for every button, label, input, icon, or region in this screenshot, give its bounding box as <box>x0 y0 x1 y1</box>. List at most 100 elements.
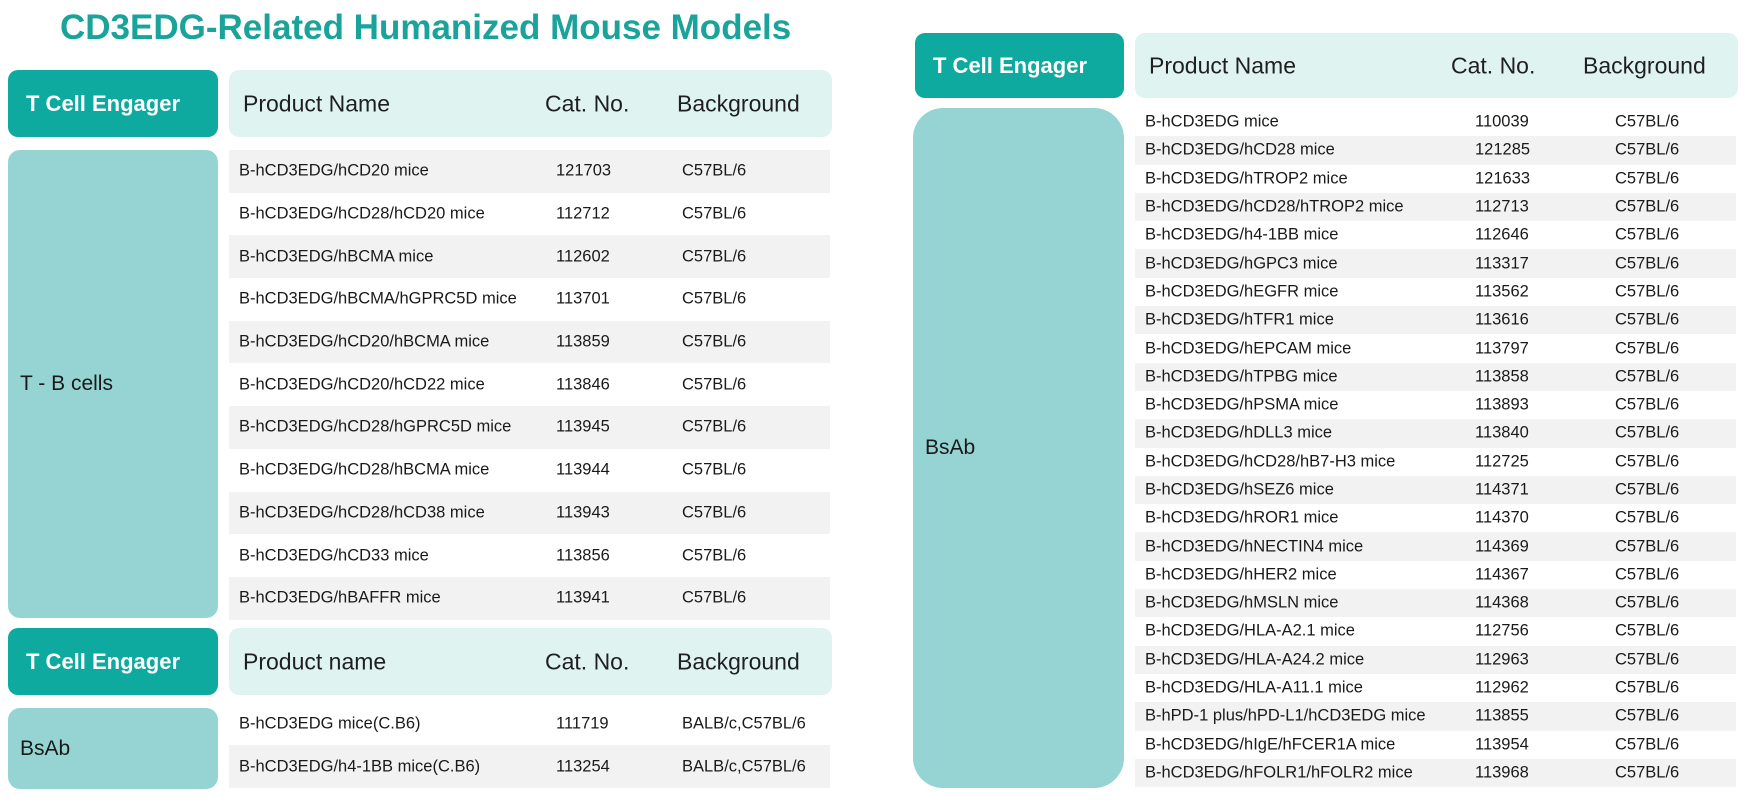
product-name-cell: B-hCD3EDG/hIgE/hFCER1A mice <box>1145 735 1396 754</box>
header-cat-no: Cat. No. <box>545 90 630 116</box>
product-name-cell: B-hCD3EDG/hGPC3 mice <box>1145 254 1338 273</box>
product-name-cell: B-hCD3EDG/hMSLN mice <box>1145 593 1339 612</box>
background-cell: C57BL/6 <box>682 588 747 607</box>
product-name-cell: B-hCD3EDG/hBCMA/hGPRC5D mice <box>239 289 517 308</box>
cat-no-cell: 112712 <box>556 204 610 223</box>
background-cell: C57BL/6 <box>682 204 747 223</box>
cat-no-cell: 121633 <box>1475 169 1531 188</box>
product-name-cell: B-hCD3EDG/hTROP2 mice <box>1145 169 1348 188</box>
product-name-cell: B-hCD3EDG/hTFR1 mice <box>1145 310 1334 329</box>
background-cell: BALB/c,C57BL/6 <box>682 714 806 732</box>
background-cell: C57BL/6 <box>1615 225 1680 244</box>
background-cell: C57BL/6 <box>1615 508 1680 527</box>
table-row: B-hCD3EDG/HLA-A24.2 mice 112963 C57BL/6 <box>1135 645 1736 674</box>
background-cell: BALB/c,C57BL/6 <box>682 757 806 775</box>
background-cell: C57BL/6 <box>1615 282 1680 301</box>
header-product-name: Product name <box>243 648 387 674</box>
product-name-cell: B-hCD3EDG/hROR1 mice <box>1145 508 1339 527</box>
table-row: B-hCD3EDG/hCD28/hCD20 mice 112712 C57BL/6 <box>229 193 830 236</box>
header-cat-no: Cat. No. <box>1451 52 1536 78</box>
background-cell: C57BL/6 <box>1615 395 1680 414</box>
cat-no-cell: 112602 <box>556 247 610 266</box>
product-name-cell: B-hCD3EDG/hDLL3 mice <box>1145 423 1333 442</box>
product-name-cell: B-hCD3EDG/hTPBG mice <box>1145 367 1338 386</box>
product-name-cell: B-hCD3EDG/hCD28/hBCMA mice <box>239 460 490 479</box>
table-row: B-hCD3EDG/hFOLR1/hFOLR2 mice 113968 C57BL/… <box>1135 758 1736 788</box>
product-name-cell: B-hCD3EDG/hEPCAM mice <box>1145 339 1352 358</box>
cat-no-cell: 121285 <box>1475 140 1531 159</box>
product-name-cell: B-hCD3EDG mice <box>1145 112 1279 131</box>
product-name-cell: B-hCD3EDG/h4-1BB mice <box>1145 225 1339 244</box>
cat-no-cell: 112646 <box>1475 225 1529 244</box>
product-name-cell: B-hCD3EDG/hCD28/hB7-H3 mice <box>1145 452 1396 471</box>
table-row: B-hCD3EDG/hCD28/hGPRC5D mice 113945 C57BL/… <box>229 406 830 449</box>
cat-no-cell: 113941 <box>556 588 610 607</box>
cat-no-cell: 113944 <box>556 460 610 479</box>
product-name-cell: B-hCD3EDG/hCD33 mice <box>239 546 429 565</box>
cat-no-cell: 113840 <box>1475 423 1529 442</box>
table-row: B-hCD3EDG/hCD20 mice 121703 C57BL/6 <box>229 150 830 193</box>
cat-no-cell: 113846 <box>556 375 610 394</box>
product-name-cell: B-hCD3EDG/hEGFR mice <box>1145 282 1339 301</box>
background-cell: C57BL/6 <box>1615 339 1680 358</box>
header-product-name: Product Name <box>1149 52 1297 78</box>
cat-no-cell: 113859 <box>556 332 610 351</box>
product-name-cell: B-hCD3EDG/hBCMA mice <box>239 247 434 266</box>
product-name-cell: B-hCD3EDG/hPSMA mice <box>1145 395 1339 414</box>
product-name-cell: B-hCD3EDG/hCD28/hGPRC5D mice <box>239 417 512 436</box>
table-row: B-hCD3EDG/hBAFFR mice 113941 C57BL/6 <box>229 576 830 620</box>
table-row: B-hCD3EDG/h4-1BB mice 112646 C57BL/6 <box>1135 221 1736 249</box>
table-row: B-hCD3EDG mice 110039 C57BL/6 <box>1135 108 1736 136</box>
table-row: B-hCD3EDG/hGPC3 mice 113317 C57BL/6 <box>1135 249 1736 278</box>
cat-no-cell: 112713 <box>1475 197 1529 216</box>
background-cell: C57BL/6 <box>1615 735 1680 754</box>
background-cell: C57BL/6 <box>1615 706 1680 725</box>
background-cell: C57BL/6 <box>1615 112 1680 131</box>
t-cell-engager-label: T Cell Engager <box>8 628 218 695</box>
table-row: B-hCD3EDG/hTPBG mice 113858 C57BL/6 <box>1135 362 1736 391</box>
product-name-cell: B-hCD3EDG/hCD20/hCD22 mice <box>239 375 485 394</box>
background-cell: C57BL/6 <box>682 503 747 522</box>
category-bsab: BsAb <box>8 708 218 789</box>
table-row: B-hCD3EDG/hTFR1 mice 113616 C57BL/6 <box>1135 306 1736 335</box>
product-name-cell: B-hCD3EDG/hSEZ6 mice <box>1145 480 1334 499</box>
cat-no-cell: 112962 <box>1475 678 1529 697</box>
table-row: B-hPD-1 plus/hPD-L1/hCD3EDG mice 113855 C5… <box>1135 702 1736 731</box>
cat-no-cell: 113856 <box>556 546 610 565</box>
table-row: B-hCD3EDG/hEGFR mice 113562 C57BL/6 <box>1135 278 1736 306</box>
table-row: B-hCD3EDG/hROR1 mice 114370 C57BL/6 <box>1135 504 1736 532</box>
product-name-cell: B-hCD3EDG/h4-1BB mice(C.B6) <box>239 757 481 775</box>
background-cell: C57BL/6 <box>1615 254 1680 273</box>
table-row: B-hCD3EDG/hCD28/hTROP2 mice 112713 C57BL/6 <box>1135 192 1736 222</box>
product-name-cell: B-hCD3EDG/hNECTIN4 mice <box>1145 537 1364 556</box>
background-cell: C57BL/6 <box>1615 480 1680 499</box>
background-cell: C57BL/6 <box>1615 169 1680 188</box>
background-cell: C57BL/6 <box>682 375 747 394</box>
table-row: B-hCD3EDG/hCD28/hCD38 mice 113943 C57BL/6 <box>229 491 830 535</box>
product-name-cell: B-hCD3EDG/HLA-A11.1 mice <box>1145 678 1363 697</box>
background-cell: C57BL/6 <box>682 247 747 266</box>
background-cell: C57BL/6 <box>682 332 747 351</box>
product-name-cell: B-hCD3EDG/HLA-A2.1 mice <box>1145 621 1355 640</box>
table-row: B-hCD3EDG/h4-1BB mice(C.B6) 113254 BALB/c,… <box>229 745 830 788</box>
background-cell: C57BL/6 <box>1615 367 1680 386</box>
cat-no-cell: 112725 <box>1475 452 1529 471</box>
background-cell: C57BL/6 <box>1615 621 1680 640</box>
header-background: Background <box>677 90 800 116</box>
cat-no-cell: 113855 <box>1475 706 1529 725</box>
background-cell: C57BL/6 <box>1615 565 1680 584</box>
table-header: Product name Cat. No. Background <box>229 628 832 695</box>
background-cell: C57BL/6 <box>1615 763 1680 782</box>
background-cell: C57BL/6 <box>1615 593 1680 612</box>
header-product-name: Product Name <box>243 90 391 116</box>
cat-no-cell: 113254 <box>556 757 610 775</box>
table-row: B-hCD3EDG/hBCMA mice 112602 C57BL/6 <box>229 235 830 279</box>
cat-no-cell: 113616 <box>1475 310 1529 329</box>
product-name-cell: B-hCD3EDG/hFOLR1/hFOLR2 mice <box>1145 763 1413 782</box>
category-t-b-cells: T - B cells <box>8 150 218 618</box>
product-name-cell: B-hCD3EDG/hCD28 mice <box>1145 140 1335 159</box>
cat-no-cell: 113954 <box>1475 735 1529 754</box>
table-row: B-hCD3EDG/hTROP2 mice 121633 C57BL/6 <box>1135 165 1736 193</box>
table-row: B-hCD3EDG/hCD20/hBCMA mice 113859 C57BL/6 <box>229 320 830 364</box>
cat-no-cell: 113317 <box>1475 254 1529 273</box>
